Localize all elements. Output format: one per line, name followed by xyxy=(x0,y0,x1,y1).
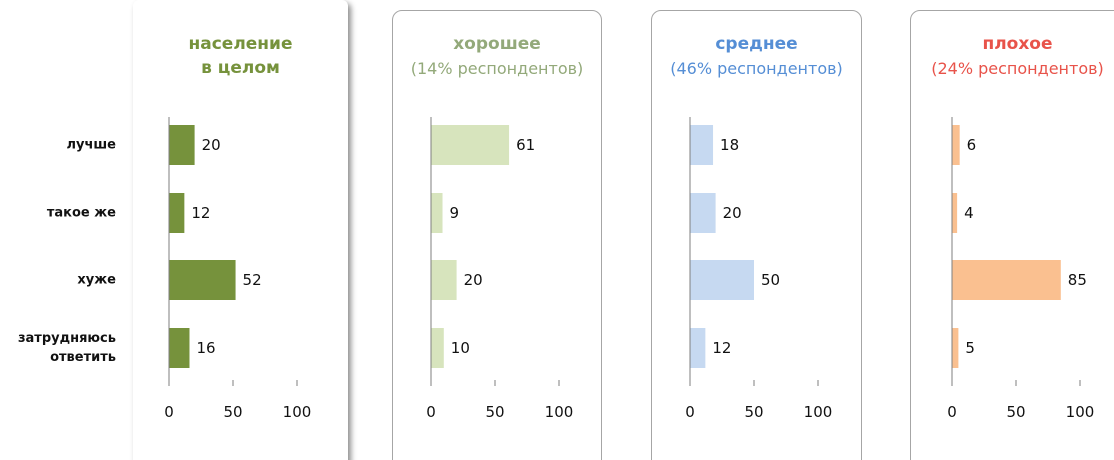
category-label: затрудняюсь ответить xyxy=(17,331,116,365)
x-tick-label: 50 xyxy=(223,403,243,421)
panel-title: плохое xyxy=(982,34,1053,54)
bar xyxy=(431,328,444,368)
panel-subtitle: (14% респондентов) xyxy=(410,59,584,78)
value-label: 4 xyxy=(964,204,974,222)
value-label: 20 xyxy=(722,204,742,222)
value-label: 18 xyxy=(720,136,740,154)
bar xyxy=(169,328,190,368)
bar xyxy=(952,125,960,165)
bar xyxy=(169,125,195,165)
value-label: 9 xyxy=(449,204,460,222)
bar xyxy=(690,260,754,300)
value-label: 6 xyxy=(966,136,977,154)
panel-subtitle: (46% респондентов) xyxy=(670,59,843,78)
category-label: лучше xyxy=(66,137,116,153)
bar xyxy=(952,193,958,233)
bar xyxy=(952,260,1061,300)
x-tick-label: 50 xyxy=(744,403,764,421)
bar xyxy=(690,193,716,233)
value-label: 16 xyxy=(196,339,216,357)
bar xyxy=(169,193,185,233)
x-tick-label: 100 xyxy=(1065,403,1095,421)
value-label: 12 xyxy=(191,204,211,222)
value-label: 61 xyxy=(516,136,536,154)
value-label: 50 xyxy=(761,271,781,289)
value-label: 52 xyxy=(242,271,262,289)
x-tick-label: 100 xyxy=(803,403,833,421)
bar xyxy=(431,193,443,233)
x-tick-label: 50 xyxy=(1006,403,1026,421)
bar xyxy=(690,328,706,368)
panel-subtitle: (24% респондентов) xyxy=(931,59,1104,78)
x-tick-label: 50 xyxy=(485,403,505,421)
category-label: хуже xyxy=(77,272,116,288)
bar xyxy=(690,125,714,165)
panel-title: хорошее xyxy=(453,34,541,54)
x-tick-label: 100 xyxy=(544,403,574,421)
value-label: 85 xyxy=(1067,271,1087,289)
x-tick-label: 0 xyxy=(947,403,957,421)
value-label: 5 xyxy=(965,339,975,357)
bar xyxy=(169,260,236,300)
value-label: 20 xyxy=(201,136,221,154)
bar xyxy=(431,260,457,300)
panel-title: население в целом xyxy=(188,34,293,78)
panel xyxy=(392,10,602,460)
panel-title: среднее xyxy=(715,34,798,54)
panel xyxy=(651,10,862,460)
value-label: 20 xyxy=(463,271,483,289)
bar xyxy=(431,125,510,165)
x-tick-label: 0 xyxy=(164,403,174,421)
bar xyxy=(952,328,959,368)
x-tick-label: 0 xyxy=(426,403,436,421)
x-tick-label: 0 xyxy=(685,403,695,421)
x-tick-label: 100 xyxy=(282,403,312,421)
category-label: такое же xyxy=(46,205,116,221)
value-label: 10 xyxy=(450,339,470,357)
value-label: 12 xyxy=(712,339,732,357)
